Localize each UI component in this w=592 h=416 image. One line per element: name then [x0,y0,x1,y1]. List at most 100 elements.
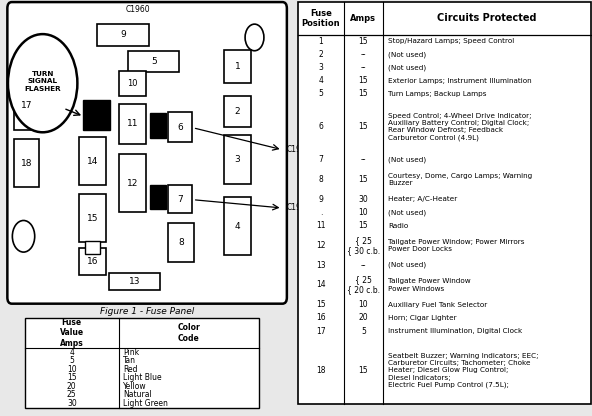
Text: Fuse
Position: Fuse Position [301,9,340,28]
Text: TURN
SIGNAL
FLASHER: TURN SIGNAL FLASHER [24,71,61,92]
Bar [14,82,39,130]
Text: Seatbelt Buzzer; Warning Indicators; EEC;
Carburetor Circuits; Tachometer; Choke: Seatbelt Buzzer; Warning Indicators; EEC… [388,353,539,388]
Text: 2: 2 [234,107,240,116]
Text: 17: 17 [316,327,326,336]
Text: 10: 10 [359,300,368,309]
Bar [25,318,259,408]
Text: (Not used): (Not used) [388,51,426,57]
Bar [119,154,146,212]
Text: Light Blue: Light Blue [123,373,162,382]
Bar [224,197,250,255]
Text: 16: 16 [316,313,326,322]
Text: 17: 17 [21,102,33,110]
Text: 15: 15 [359,366,368,375]
Text: 15: 15 [87,214,98,223]
Text: 10: 10 [359,208,368,217]
Text: (Not used): (Not used) [388,209,426,215]
Bar [79,194,106,242]
Text: Tailgate Power Window
Power Windows: Tailgate Power Window Power Windows [388,278,471,292]
Text: 4: 4 [234,222,240,231]
Text: Horn; Cigar Lighter: Horn; Cigar Lighter [388,315,456,321]
Text: 20: 20 [67,382,76,391]
Bar [97,24,149,46]
Text: Color
Code: Color Code [178,323,200,343]
Text: Red: Red [123,365,137,374]
Text: 18: 18 [316,366,326,375]
Bar [109,273,160,290]
Text: Stop/Hazard Lamps; Speed Control: Stop/Hazard Lamps; Speed Control [388,38,514,44]
Text: 11: 11 [127,119,138,128]
Text: .: . [320,208,322,217]
Bar [119,104,146,144]
Text: 13: 13 [129,277,140,286]
Text: 3: 3 [318,63,323,72]
Text: Pink: Pink [123,347,139,357]
Bar [79,248,106,275]
Text: 20: 20 [359,313,368,322]
Text: 11: 11 [316,221,326,230]
Text: 7: 7 [318,155,323,164]
Text: (Not used): (Not used) [388,262,426,268]
Bar [168,112,192,142]
Text: 14: 14 [87,157,98,166]
Circle shape [245,24,264,51]
Text: 30: 30 [358,195,368,204]
Text: 15: 15 [359,221,368,230]
Bar [14,139,39,187]
Text: { 25
{ 30 c.b.: { 25 { 30 c.b. [347,236,380,255]
Text: Radio: Radio [388,223,408,229]
Text: Tailgate Power Window; Power Mirrors
Power Door Locks: Tailgate Power Window; Power Mirrors Pow… [388,239,525,252]
Text: C1961: C1961 [287,145,311,154]
Text: Light Green: Light Green [123,399,168,408]
Text: 12: 12 [127,178,138,188]
Text: C1962: C1962 [287,203,311,213]
Text: Tan: Tan [123,356,136,365]
Text: 15: 15 [359,89,368,98]
Bar [79,137,106,185]
Text: --: -- [361,50,366,59]
Bar [83,100,110,130]
Text: 15: 15 [359,76,368,85]
Circle shape [8,34,78,132]
Text: 4: 4 [69,347,74,357]
Text: Courtesy, Dome, Cargo Lamps; Warning
Buzzer: Courtesy, Dome, Cargo Lamps; Warning Buz… [388,173,532,186]
Text: Exterior Lamps; Instrument Illumination: Exterior Lamps; Instrument Illumination [388,78,532,84]
Bar [224,96,250,127]
Text: --: -- [361,63,366,72]
Bar [150,113,166,138]
Text: 6: 6 [318,122,323,131]
Text: 3: 3 [234,155,240,164]
Circle shape [12,220,35,252]
Text: 1: 1 [234,62,240,71]
Text: (Not used): (Not used) [388,64,426,71]
Text: 15: 15 [316,300,326,309]
Text: 6: 6 [177,123,183,132]
Text: Fuse
Value
Amps: Fuse Value Amps [60,318,84,348]
Text: 1: 1 [318,37,323,46]
Text: --: -- [361,261,366,270]
Text: 18: 18 [21,159,33,168]
Text: 2: 2 [318,50,323,59]
Text: --: -- [361,155,366,164]
Text: Auxiliary Fuel Tank Selector: Auxiliary Fuel Tank Selector [388,302,487,308]
Text: Natural: Natural [123,390,152,399]
Text: 4: 4 [318,76,323,85]
Text: 15: 15 [359,37,368,46]
Text: C1960: C1960 [126,5,150,14]
Bar [224,135,250,184]
Text: 15: 15 [359,122,368,131]
Text: 15: 15 [359,175,368,184]
Text: 15: 15 [67,373,76,382]
Text: 10: 10 [127,79,138,88]
Bar [224,50,250,83]
Text: 9: 9 [318,195,323,204]
Text: Heater; A/C-Heater: Heater; A/C-Heater [388,196,457,202]
Text: 5: 5 [318,89,323,98]
Text: Turn Lamps; Backup Lamps: Turn Lamps; Backup Lamps [388,91,487,97]
Text: Circuits Protected: Circuits Protected [437,13,536,23]
Text: (Not used): (Not used) [388,156,426,163]
Bar [150,185,166,209]
Text: Amps: Amps [350,14,377,23]
Text: Figure 1 - Fuse Panel: Figure 1 - Fuse Panel [100,307,194,317]
FancyBboxPatch shape [7,2,287,304]
